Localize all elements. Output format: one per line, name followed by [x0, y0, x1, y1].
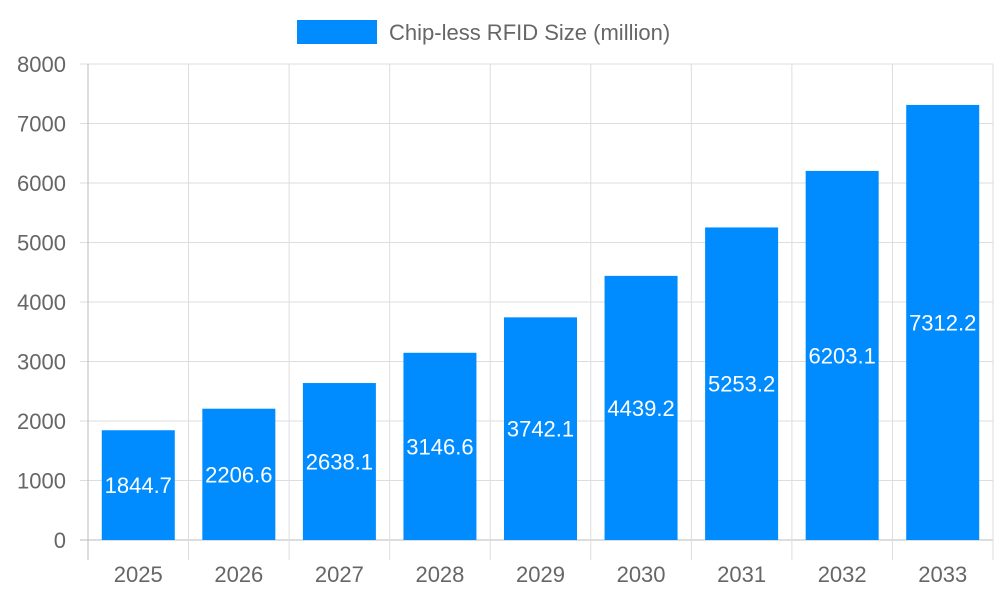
x-tick-label: 2030: [617, 562, 666, 587]
bar: [504, 317, 577, 540]
data-label: 3742.1: [507, 417, 574, 442]
bar: [906, 104, 980, 540]
legend-swatch: [297, 20, 377, 44]
bar: [202, 408, 276, 540]
y-tick-label: 8000: [17, 52, 66, 77]
legend-label: Chip-less RFID Size (million): [389, 20, 670, 45]
x-tick-label: 2031: [717, 562, 766, 587]
data-label: 7312.2: [909, 310, 976, 335]
y-tick-label: 0: [54, 528, 66, 553]
data-label: 6203.1: [809, 343, 876, 368]
bar: [403, 352, 477, 540]
x-tick-label: 2028: [415, 562, 464, 587]
x-tick-label: 2029: [516, 562, 565, 587]
data-label: 2206.6: [205, 462, 272, 487]
x-tick-label: 2032: [818, 562, 867, 587]
x-tick-label: 2027: [315, 562, 364, 587]
y-tick-label: 4000: [17, 290, 66, 315]
data-label: 1844.7: [105, 473, 172, 498]
data-label: 4439.2: [607, 396, 674, 421]
data-label: 3146.6: [406, 434, 473, 459]
bar: [302, 383, 376, 540]
bar: [604, 275, 678, 540]
y-tick-label: 1000: [17, 469, 66, 494]
x-tick-label: 2033: [918, 562, 967, 587]
data-label: 2638.1: [306, 450, 373, 475]
y-tick-label: 7000: [17, 112, 66, 137]
y-tick-label: 5000: [17, 231, 66, 256]
data-label: 5253.2: [708, 372, 775, 397]
y-tick-label: 6000: [17, 171, 66, 196]
y-tick-label: 3000: [17, 350, 66, 375]
bar: [805, 170, 879, 541]
x-tick-label: 2026: [214, 562, 263, 587]
y-tick-label: 2000: [17, 409, 66, 434]
bar: [705, 227, 779, 540]
x-tick-label: 2025: [114, 562, 163, 587]
bar: [101, 430, 175, 540]
